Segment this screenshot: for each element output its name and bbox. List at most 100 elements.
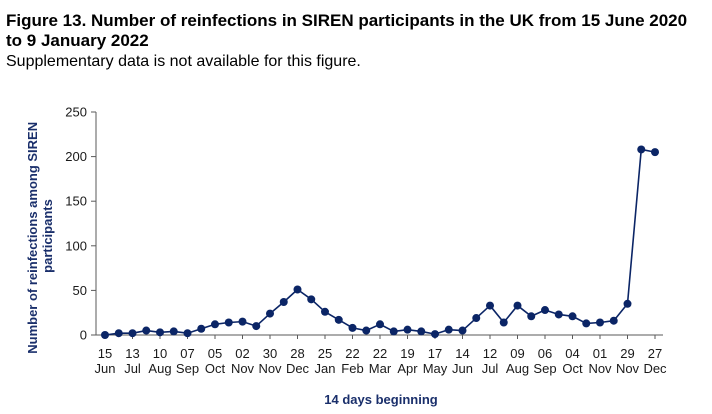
data-point	[266, 309, 274, 318]
x-axis-title: 14 days beginning	[324, 392, 437, 407]
data-point	[279, 297, 288, 306]
x-tick-label-day: 22	[373, 346, 387, 361]
x-tick-label-day: 07	[180, 346, 194, 361]
data-point	[348, 323, 357, 332]
data-point	[623, 299, 632, 308]
figure-subtitle: Supplementary data is not available for …	[6, 53, 361, 70]
data-point	[596, 318, 604, 327]
x-axis: 15Jun13Jul10Aug07Sep05Oct02Nov30Nov28Dec…	[95, 334, 667, 376]
y-axis-title: Number of reinfections among SIREN parti…	[25, 118, 55, 354]
x-tick-label-day: 13	[125, 346, 139, 361]
x-tick-label-day: 06	[538, 346, 552, 361]
x-tick-label-month: Mar	[369, 361, 392, 376]
x-tick-label-day: 29	[620, 346, 634, 361]
x-tick-label-day: 02	[235, 346, 249, 361]
data-point	[417, 327, 426, 336]
y-axis-title-line-1: Number of reinfections among SIREN	[25, 122, 40, 354]
x-tick-label-month: Apr	[397, 361, 418, 376]
x-tick-label-month: Sep	[533, 361, 556, 376]
data-point	[307, 295, 316, 304]
data-point	[458, 326, 467, 335]
data-point	[499, 318, 508, 327]
x-tick-label-day: 30	[263, 346, 277, 361]
y-axis: 0 50 100 150 200 250	[65, 105, 97, 343]
x-tick-label-month: Dec	[286, 361, 310, 376]
x-tick-label-day: 22	[345, 346, 359, 361]
data-point	[527, 312, 536, 321]
x-tick-label-month: Nov	[258, 361, 282, 376]
series-line	[104, 148, 656, 336]
x-tick-label-day: 01	[593, 346, 607, 361]
data-point	[293, 285, 302, 294]
x-tick-label-month: Jun	[95, 361, 116, 376]
x-tick-label-day: 19	[400, 346, 414, 361]
x-tick-label-month: Oct	[562, 361, 583, 376]
x-tick-label-day: 27	[648, 346, 662, 361]
y-tick-label: 0	[80, 328, 87, 343]
x-tick-label-day: 25	[318, 346, 332, 361]
data-point	[321, 307, 329, 316]
x-tick-label-month: Dec	[643, 361, 667, 376]
data-point	[224, 318, 233, 327]
data-point	[472, 314, 481, 323]
data-point	[554, 310, 563, 319]
y-tick-label: 250	[65, 105, 87, 120]
x-tick-label-month: Jul	[124, 361, 141, 376]
series-layer	[101, 145, 659, 339]
x-tick-label-month: Feb	[341, 361, 363, 376]
data-point	[389, 327, 398, 336]
data-point	[582, 319, 591, 328]
data-point	[541, 306, 549, 315]
data-point	[101, 331, 109, 339]
x-tick-label-day: 28	[290, 346, 304, 361]
y-tick-label: 150	[65, 194, 87, 209]
x-tick-label-month: Jul	[482, 361, 499, 376]
x-tick-label-day: 12	[483, 346, 497, 361]
x-tick-label-day: 15	[98, 346, 112, 361]
x-tick-label-month: Nov	[231, 361, 255, 376]
y-axis-title-line-2: participants	[40, 199, 55, 273]
x-tick-label-month: Oct	[205, 361, 226, 376]
data-point	[252, 322, 261, 331]
data-point	[197, 324, 206, 333]
data-point	[609, 316, 618, 325]
x-tick-label-day: 17	[428, 346, 442, 361]
x-tick-label-month: Nov	[616, 361, 640, 376]
data-point	[362, 326, 371, 335]
y-tick-label: 100	[65, 238, 87, 253]
y-tick-label: 50	[73, 283, 87, 298]
data-point	[114, 329, 123, 338]
data-point	[431, 330, 439, 339]
x-tick-label-day: 14	[455, 346, 469, 361]
data-point	[376, 320, 384, 329]
data-point	[444, 325, 453, 334]
data-point	[183, 329, 192, 338]
data-point	[128, 329, 137, 338]
x-tick-label-day: 04	[565, 346, 579, 361]
x-tick-label-day: 09	[510, 346, 524, 361]
x-tick-label-day: 10	[153, 346, 167, 361]
data-point	[486, 301, 494, 310]
data-point	[156, 328, 164, 337]
data-point	[568, 312, 577, 321]
data-point	[513, 301, 522, 310]
data-point	[142, 326, 151, 335]
x-tick-label-month: Jun	[452, 361, 473, 376]
x-tick-label-day: 05	[208, 346, 222, 361]
data-point	[637, 145, 646, 154]
x-tick-label-month: Nov	[588, 361, 612, 376]
x-tick-label-month: May	[423, 361, 448, 376]
data-point	[238, 317, 247, 326]
data-point	[651, 148, 659, 157]
data-point	[211, 320, 219, 329]
y-tick-label: 200	[65, 149, 87, 164]
x-tick-label-month: Jan	[315, 361, 336, 376]
data-point	[169, 327, 178, 336]
x-tick-label-month: Aug	[506, 361, 529, 376]
figure-title: Figure 13. Number of reinfections in SIR…	[6, 11, 688, 50]
data-point	[403, 325, 412, 334]
data-point	[334, 315, 343, 324]
x-tick-label-month: Sep	[176, 361, 199, 376]
x-tick-label-month: Aug	[148, 361, 171, 376]
